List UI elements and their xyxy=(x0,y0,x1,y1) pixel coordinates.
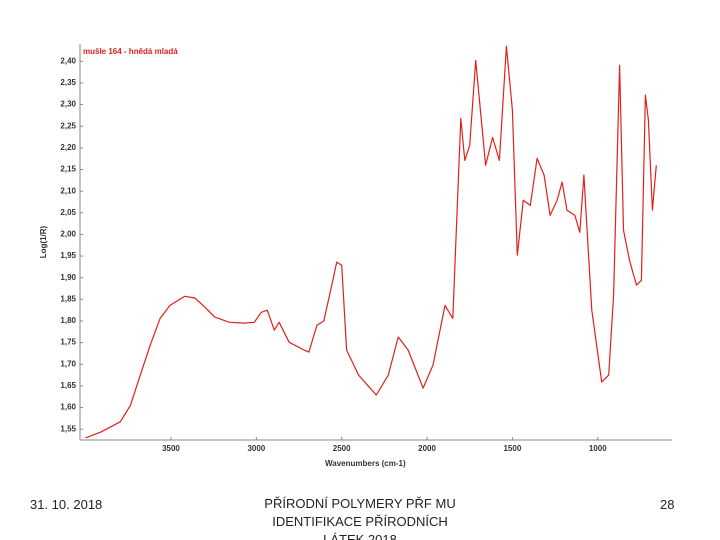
x-tick-label: 3000 xyxy=(247,444,265,453)
x-tick-label: 1500 xyxy=(503,444,521,453)
y-tick-label: 1,80 xyxy=(60,316,76,325)
footer-title: PŘÍRODNÍ POLYMERY PŘF MU IDENTIFIKACE PŘ… xyxy=(264,496,456,540)
footer-page: 28 xyxy=(660,497,675,512)
y-tick-label: 1,75 xyxy=(60,338,76,347)
y-tick-label: 2,35 xyxy=(60,78,76,87)
y-tick-label: 1,60 xyxy=(60,403,76,412)
x-tick-label: 2000 xyxy=(418,444,436,453)
legend-label: mušle 164 - hnědá mladá xyxy=(83,47,178,56)
y-tick-label: 1,85 xyxy=(60,294,76,303)
y-tick-label: 1,90 xyxy=(60,273,76,282)
x-tick-label: 1000 xyxy=(589,444,607,453)
y-tick-label: 2,00 xyxy=(60,230,76,239)
x-tick-label: 3500 xyxy=(162,444,180,453)
chart: Wavenumbers (cm-1) Log(1/R) 1,55 1,60 1,65… xyxy=(39,44,672,468)
x-axis-label: Wavenumbers (cm-1) xyxy=(325,459,406,468)
y-tick-label: 2,15 xyxy=(60,165,76,174)
y-tick-label: 2,20 xyxy=(60,143,76,152)
y-tick-label: 2,40 xyxy=(60,56,76,65)
y-tick-label: 2,05 xyxy=(60,208,76,217)
spectrum-line xyxy=(85,45,657,439)
y-tick-label: 1,55 xyxy=(60,424,76,433)
x-tick-label: 2500 xyxy=(333,444,351,453)
y-tick-label: 2,10 xyxy=(60,186,76,195)
y-tick-label: 1,70 xyxy=(60,359,76,368)
y-axis-label: Log(1/R) xyxy=(39,225,48,258)
y-tick-label: 2,30 xyxy=(60,100,76,109)
y-tick-label: 2,25 xyxy=(60,121,76,130)
y-tick-label: 1,95 xyxy=(60,251,76,260)
footer-date: 31. 10. 2018 xyxy=(30,497,103,512)
y-tick-label: 1,65 xyxy=(60,381,76,390)
